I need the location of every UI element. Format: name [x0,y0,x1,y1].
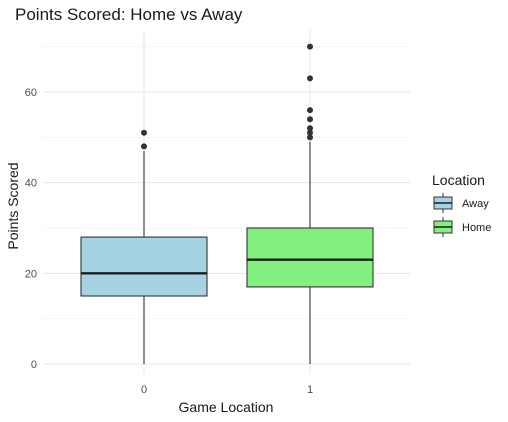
grid-lines [44,30,410,373]
legend-label: Home [462,222,491,234]
legend-title: Location [432,172,485,188]
outlier-point [307,75,313,82]
x-tick-label: 0 [141,384,147,396]
x-tick-label: 1 [307,384,313,396]
outlier-point [141,129,147,136]
outlier-point [307,107,313,114]
y-axis-title: Points Scored [5,162,21,249]
y-tick-label: 0 [31,359,37,371]
box-iqr [80,236,208,297]
x-axis-title: Game Location [179,399,274,415]
outlier-point [307,116,313,123]
y-tick-label: 60 [25,87,37,99]
outlier-point [307,125,313,132]
y-axis-ticks: 0 20 40 60 [25,87,37,371]
outlier-point [141,143,147,150]
box-0 [80,129,208,364]
chart-title: Points Scored: Home vs Away [15,5,243,24]
legend: Location Away Home [432,172,491,237]
outlier-point [307,129,313,136]
box-iqr [246,227,374,288]
legend-label: Away [462,198,489,210]
outlier-point [307,43,313,50]
outlier-point [307,134,313,141]
legend-entry-away: Away [433,193,489,213]
legend-entry-home: Home [433,217,491,237]
box-series [80,43,374,364]
y-tick-label: 20 [25,268,37,280]
y-tick-label: 40 [25,178,37,190]
box-1 [246,43,374,364]
